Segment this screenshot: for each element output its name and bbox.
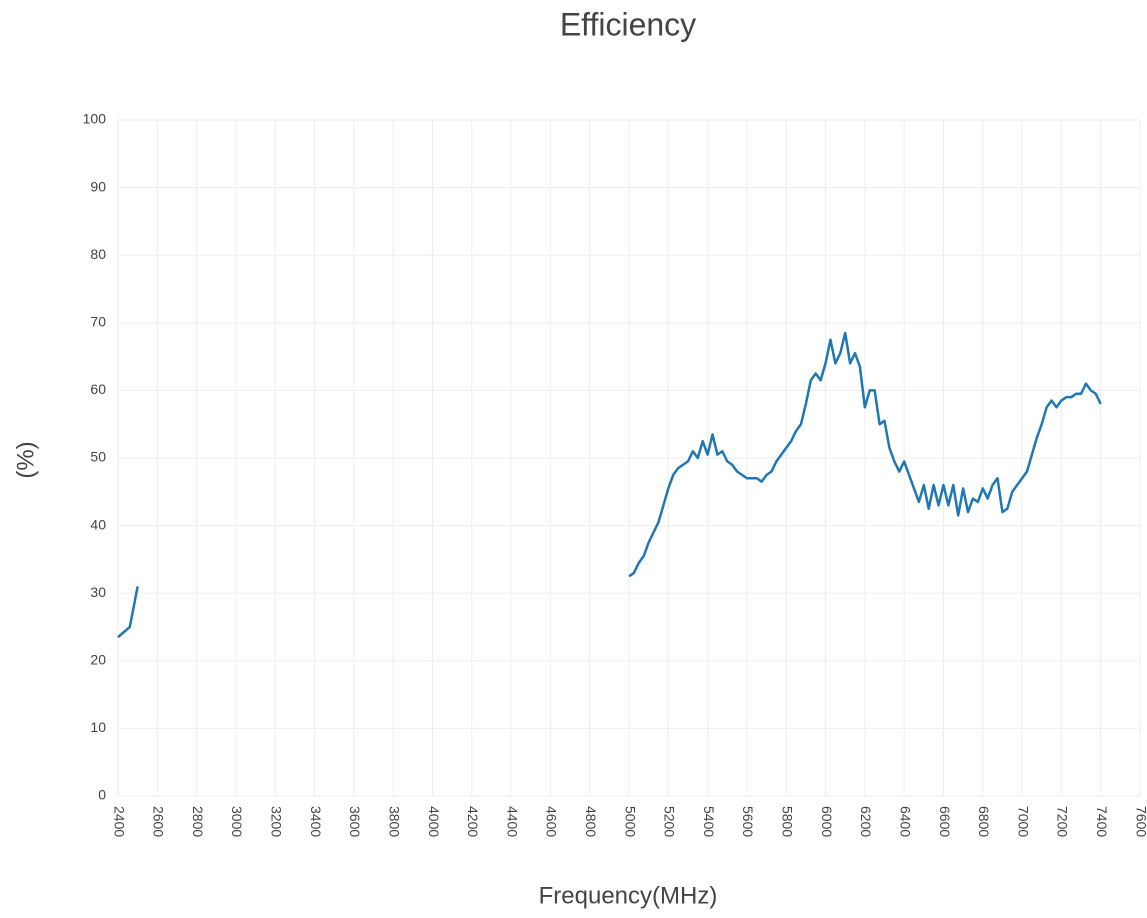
- x-tick-label: 7000: [1015, 806, 1031, 837]
- x-tick-label: 7200: [1055, 806, 1071, 837]
- x-tick-label: 5800: [780, 806, 796, 837]
- y-tick-label: 100: [83, 111, 107, 127]
- data-line: [117, 331, 1102, 639]
- x-tick-label: 4200: [465, 806, 481, 837]
- x-tick-label: 4800: [583, 806, 599, 837]
- x-tick-label: 6400: [897, 806, 913, 837]
- x-tick-label: 3600: [347, 806, 363, 837]
- chart-title: Efficiency: [560, 6, 696, 42]
- y-tick-label: 90: [90, 178, 106, 194]
- y-tick-label: 30: [90, 584, 106, 600]
- x-tick-label: 5000: [622, 806, 638, 837]
- x-tick-label: 5200: [662, 806, 678, 837]
- x-tick-label: 3800: [386, 806, 402, 837]
- y-tick-label: 10: [90, 719, 106, 735]
- y-tick-label: 50: [90, 449, 106, 465]
- x-tick-label: 7600: [1133, 806, 1147, 837]
- y-axis-title: (%): [12, 441, 39, 478]
- x-tick-label: 5400: [701, 806, 717, 837]
- x-tick-label: 6000: [819, 806, 835, 837]
- x-tick-label: 6600: [937, 806, 953, 837]
- x-axis-title: Frequency(MHz): [539, 882, 718, 909]
- x-tick-label: 5600: [740, 806, 756, 837]
- x-tick-label: 4400: [504, 806, 520, 837]
- y-tick-label: 80: [90, 246, 106, 262]
- x-tick-label: 6800: [976, 806, 992, 837]
- x-tick-label: 4000: [426, 806, 442, 837]
- y-tick-label: 20: [90, 652, 106, 668]
- x-tick-label: 2600: [151, 806, 167, 837]
- x-tick-label: 3200: [269, 806, 285, 837]
- x-tick-label: 6200: [858, 806, 874, 837]
- x-tick-label: 3400: [308, 806, 324, 837]
- y-tick-label: 70: [90, 314, 106, 330]
- x-tick-label: 7400: [1094, 806, 1110, 837]
- y-tick-label: 40: [90, 516, 106, 532]
- x-tick-label: 4600: [544, 806, 560, 837]
- x-tick-label: 2400: [111, 806, 127, 837]
- x-tick-label: 2800: [190, 806, 206, 837]
- y-tick-label: 60: [90, 381, 106, 397]
- x-tick-label: 3000: [229, 806, 245, 837]
- y-tick-label: 0: [98, 787, 106, 803]
